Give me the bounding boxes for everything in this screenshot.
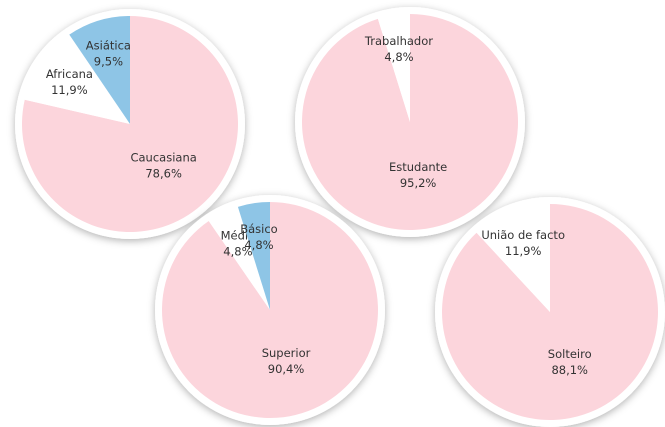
pie-slice xyxy=(377,14,410,122)
slice-value-label: 11,9% xyxy=(51,83,88,97)
slice-value-label: 78,6% xyxy=(145,167,182,181)
slice-value-label: 88,1% xyxy=(551,363,588,377)
slice-value-label: 4,8% xyxy=(223,244,252,258)
slice-label: Superior xyxy=(262,346,311,360)
slice-label: Trabalhador xyxy=(364,34,433,48)
slice-label: União de facto xyxy=(481,228,565,242)
slice-value-label: 4,8% xyxy=(244,238,273,252)
pie-slice xyxy=(237,202,270,310)
slice-label: Estudante xyxy=(389,160,447,174)
pie-slice xyxy=(69,16,130,124)
pie-slice xyxy=(302,14,518,230)
slice-label: Africana xyxy=(46,67,93,81)
pie-slice xyxy=(208,206,270,310)
slice-label: Solteiro xyxy=(548,347,592,361)
slice-value-label: 95,2% xyxy=(400,176,437,190)
slice-value-label: 9,5% xyxy=(94,54,123,68)
slice-value-label: 90,4% xyxy=(268,362,305,376)
pie-slice xyxy=(24,34,130,125)
pie-slice xyxy=(476,204,550,312)
slice-value-label: 11,9% xyxy=(505,244,542,258)
slice-label: Básico xyxy=(240,222,277,236)
slice-label: Asiática xyxy=(86,38,131,52)
slice-label: Caucasiana xyxy=(130,151,196,165)
slice-value-label: 4,8% xyxy=(384,50,413,64)
